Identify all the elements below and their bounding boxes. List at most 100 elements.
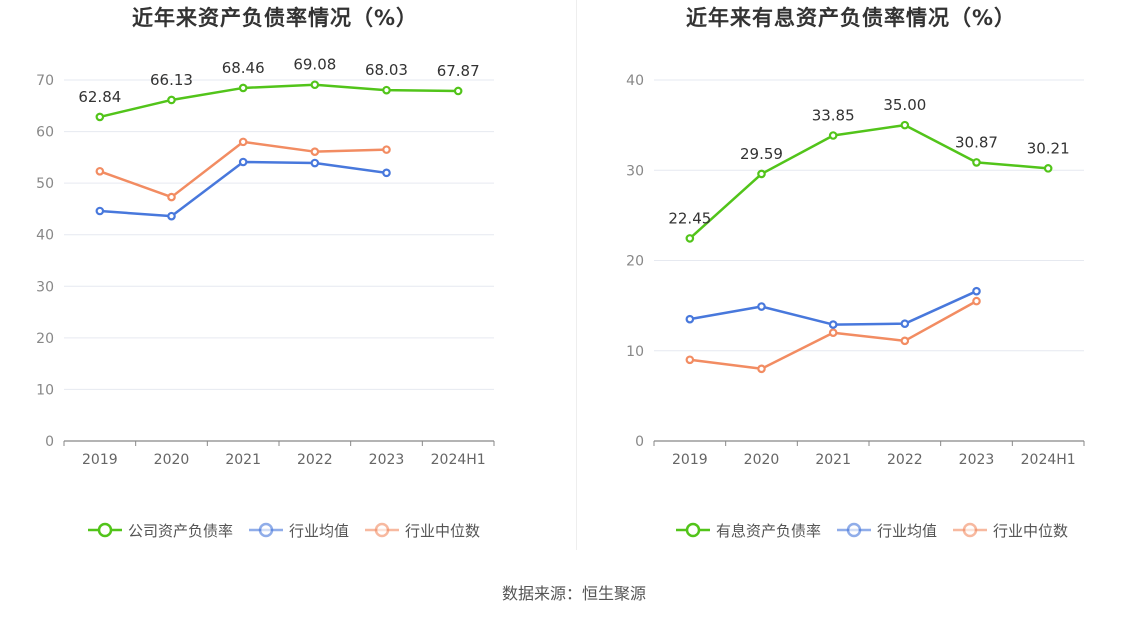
series-line bbox=[99, 140, 387, 199]
y-tick-label: 30 bbox=[36, 279, 54, 295]
data-point[interactable] bbox=[972, 158, 981, 167]
legend-marker-icon bbox=[953, 522, 987, 538]
data-label: 68.03 bbox=[365, 61, 408, 79]
legend-item[interactable]: 行业中位数 bbox=[953, 520, 1068, 541]
data-point[interactable] bbox=[382, 168, 391, 178]
y-tick-label: 20 bbox=[36, 331, 54, 347]
data-point[interactable] bbox=[310, 80, 320, 90]
y-tick-label: 0 bbox=[635, 434, 644, 450]
data-point[interactable] bbox=[757, 364, 766, 374]
x-tick-label: 2020 bbox=[744, 452, 780, 468]
data-point[interactable] bbox=[167, 95, 176, 105]
y-tick-label: 40 bbox=[36, 228, 54, 244]
data-label: 30.21 bbox=[1027, 139, 1070, 157]
legend-label: 行业均值 bbox=[876, 521, 937, 540]
legend-item[interactable]: 行业均值 bbox=[248, 520, 349, 541]
data-point[interactable] bbox=[95, 112, 105, 122]
data-point[interactable] bbox=[685, 355, 695, 365]
data-point[interactable] bbox=[828, 320, 838, 329]
line-chart-interest-debt-ratio: 0 10 20 30 40 2019 2020 2021 2022 2023 2024H1 22.45… bbox=[626, 73, 1085, 468]
data-point[interactable] bbox=[238, 157, 248, 167]
line-chart-debt-ratio: 0 10 20 30 40 50 60 70 2019 2020 2021 2022 2023 2024H… bbox=[36, 56, 495, 468]
data-point[interactable] bbox=[900, 120, 910, 130]
series-line bbox=[99, 83, 459, 119]
data-label: 33.85 bbox=[812, 107, 855, 125]
chart-title: 近年来有息资产负债率情况（%） bbox=[685, 6, 1017, 30]
chart-panel-debt-ratio: 近年来资产负债率情况（%） 0 10 20 30 40 50 60 70 2019 2020 202… bbox=[0, 0, 574, 560]
y-tick-label: 50 bbox=[36, 176, 54, 192]
chart-panel-interest-debt-ratio: 近年来有息资产负债率情况（%） 0 10 20 30 40 2019 2020 2021 202… bbox=[574, 0, 1148, 560]
x-tick-label: 2023 bbox=[369, 452, 405, 468]
chart-title: 近年来资产负债率情况（%） bbox=[131, 6, 419, 30]
data-point[interactable] bbox=[382, 145, 391, 154]
x-tick-label: 2019 bbox=[672, 452, 708, 468]
data-label: 30.87 bbox=[955, 133, 998, 151]
legend-label: 行业中位数 bbox=[405, 521, 481, 540]
data-point[interactable] bbox=[382, 85, 391, 95]
x-tick-label: 2022 bbox=[297, 452, 333, 468]
legend-item[interactable]: 行业均值 bbox=[836, 520, 937, 541]
x-tick-label: 2024H1 bbox=[1021, 452, 1076, 468]
data-point[interactable] bbox=[453, 86, 463, 96]
data-label: 62.84 bbox=[78, 88, 121, 106]
data-point[interactable] bbox=[167, 192, 176, 202]
data-label: 66.13 bbox=[150, 71, 193, 89]
legend-label: 有息资产负债率 bbox=[715, 521, 821, 540]
data-point[interactable] bbox=[972, 286, 981, 296]
data-point[interactable] bbox=[900, 319, 910, 328]
data-label: 69.08 bbox=[293, 56, 336, 74]
data-point[interactable] bbox=[310, 147, 320, 156]
data-label: 68.46 bbox=[222, 59, 265, 77]
legend-label: 行业均值 bbox=[288, 521, 349, 540]
series-line bbox=[99, 160, 387, 218]
x-tick-label: 2023 bbox=[959, 452, 995, 468]
x-tick-label: 2019 bbox=[82, 452, 118, 468]
data-source-note: 数据来源：恒生聚源 bbox=[501, 584, 646, 603]
data-point[interactable] bbox=[685, 314, 695, 324]
y-tick-label: 40 bbox=[626, 73, 644, 89]
legend-label: 公司资产负债率 bbox=[127, 521, 233, 540]
chart-legend: 有息资产负债率 行业均值 行业中位数 bbox=[585, 518, 1148, 542]
legend-item[interactable]: 行业中位数 bbox=[365, 520, 480, 541]
x-tick-label: 2021 bbox=[815, 452, 851, 468]
data-point[interactable] bbox=[95, 206, 105, 216]
y-tick-label: 10 bbox=[626, 344, 644, 360]
data-point[interactable] bbox=[238, 83, 248, 93]
x-tick-label: 2020 bbox=[154, 452, 190, 468]
panel-divider bbox=[576, 0, 577, 550]
y-tick-label: 30 bbox=[626, 163, 644, 179]
legend-label: 行业中位数 bbox=[993, 521, 1069, 540]
data-point[interactable] bbox=[685, 234, 695, 243]
data-point[interactable] bbox=[238, 137, 248, 147]
series-line bbox=[688, 123, 1049, 240]
data-point[interactable] bbox=[828, 328, 838, 338]
data-point[interactable] bbox=[310, 158, 320, 168]
legend-marker-icon bbox=[87, 522, 122, 538]
legend-item[interactable]: 公司资产负债率 bbox=[87, 520, 233, 541]
y-tick-label: 60 bbox=[36, 125, 54, 141]
legend-marker-icon bbox=[365, 522, 399, 538]
data-point[interactable] bbox=[757, 169, 766, 179]
y-tick-label: 20 bbox=[626, 254, 644, 270]
data-point[interactable] bbox=[828, 131, 838, 140]
series-line bbox=[689, 290, 978, 326]
data-label: 29.59 bbox=[740, 145, 783, 163]
data-label: 35.00 bbox=[883, 96, 926, 114]
data-point[interactable] bbox=[900, 336, 910, 346]
y-tick-label: 70 bbox=[36, 73, 54, 89]
y-tick-label: 0 bbox=[45, 434, 54, 450]
legend-marker-icon bbox=[248, 522, 283, 538]
data-label: 22.45 bbox=[668, 209, 711, 227]
legend-item[interactable]: 有息资产负债率 bbox=[675, 520, 821, 541]
data-point[interactable] bbox=[1043, 164, 1053, 173]
data-point[interactable] bbox=[972, 296, 981, 306]
y-tick-label: 10 bbox=[36, 382, 54, 398]
x-tick-label: 2024H1 bbox=[431, 452, 486, 468]
data-point[interactable] bbox=[757, 302, 766, 311]
chart-legend: 公司资产负债率 行业均值 行业中位数 bbox=[0, 518, 571, 542]
data-point[interactable] bbox=[167, 211, 176, 221]
data-point[interactable] bbox=[95, 166, 105, 176]
x-tick-label: 2021 bbox=[225, 452, 261, 468]
legend-marker-icon bbox=[675, 522, 710, 538]
x-tick-label: 2022 bbox=[887, 452, 923, 468]
